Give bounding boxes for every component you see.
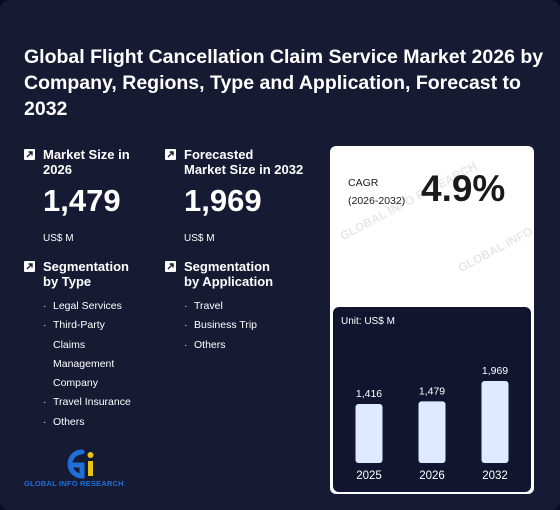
list-item: Others — [184, 336, 314, 356]
market-size-label-line2: 2026 — [43, 162, 72, 177]
bar-value-label: 1,969 — [482, 365, 508, 377]
cagr-card: GLOBAL INFO RESEARCH GLOBAL INFO RESEARC… — [330, 146, 534, 494]
application-list: Travel Business Trip Others — [184, 297, 314, 355]
bar-2032 — [481, 381, 509, 463]
arrow-up-right-icon — [165, 261, 176, 272]
x-tick-label: 2026 — [419, 470, 445, 482]
cagr-label-line2: (2026-2032) — [348, 195, 406, 207]
list-item: Business Trip — [184, 316, 314, 336]
forecast-size-block: Forecasted Market Size in 2032 1,969 US$… — [165, 147, 325, 247]
type-list: Legal Services Third-Party Claims Manage… — [43, 297, 139, 432]
market-size-block: Market Size in 2026 1,479 US$ M — [24, 147, 164, 247]
forecast-size-unit: US$ M — [184, 233, 215, 244]
page-title: Global Flight Cancellation Claim Service… — [24, 46, 544, 120]
arrow-up-right-icon — [24, 149, 35, 160]
list-item: Third-Party Claims Management Company — [43, 316, 139, 393]
forecast-size-label: Forecasted Market Size in 2032 — [184, 147, 303, 177]
cagr-label-line1: CAGR — [348, 177, 379, 189]
market-size-value: 1,479 — [43, 183, 121, 218]
market-size-unit: US$ M — [43, 233, 74, 244]
market-size-label: Market Size in 2026 — [43, 147, 130, 177]
segmentation-application-label-line1: Segmentation — [184, 259, 270, 274]
cagr-value: 4.9% — [421, 168, 506, 209]
market-size-label-line1: Market Size in — [43, 147, 130, 162]
logo-text: GLOBAL INFO RESEARCH — [24, 479, 124, 488]
bar-chart-svg: 1,416 2025 1,479 2026 1,969 2032 — [355, 365, 509, 482]
bar-value-label: 1,479 — [419, 385, 445, 397]
x-tick-label: 2025 — [356, 470, 382, 482]
segmentation-type-label: Segmentation by Type — [43, 259, 129, 289]
segmentation-type-block: Segmentation by Type Legal Services Thir… — [24, 259, 164, 439]
logo: GLOBAL INFO RESEARCH — [24, 448, 144, 492]
list-item: Travel Insurance — [43, 393, 139, 413]
cagr-label: CAGR (2026-2032) — [348, 174, 405, 210]
list-item: Travel — [184, 297, 314, 317]
logo-mark-icon — [67, 449, 94, 479]
bar-2025 — [355, 404, 383, 463]
forecast-size-label-line1: Forecasted — [184, 147, 254, 162]
list-item: Others — [43, 413, 139, 433]
forecast-size-value: 1,969 — [184, 183, 262, 218]
segmentation-type-label-line1: Segmentation — [43, 259, 129, 274]
x-tick-label: 2032 — [482, 470, 508, 482]
segmentation-application-label: Segmentation by Application — [184, 259, 273, 289]
bar-value-label: 1,416 — [356, 388, 382, 400]
bar-2026 — [418, 401, 446, 463]
segmentation-type-label-line2: by Type — [43, 274, 92, 289]
segmentation-application-block: Segmentation by Application Travel Busin… — [165, 259, 325, 369]
segmentation-application-label-line2: by Application — [184, 274, 274, 289]
list-item: Legal Services — [43, 297, 139, 317]
bar-chart: Unit: US$ M 1,416 2025 1,479 2026 1,969 2032 — [333, 307, 531, 492]
arrow-up-right-icon — [24, 261, 35, 272]
chart-unit-label: Unit: US$ M — [341, 316, 395, 327]
forecast-size-label-line2: Market Size in 2032 — [184, 162, 304, 177]
arrow-up-right-icon — [165, 149, 176, 160]
